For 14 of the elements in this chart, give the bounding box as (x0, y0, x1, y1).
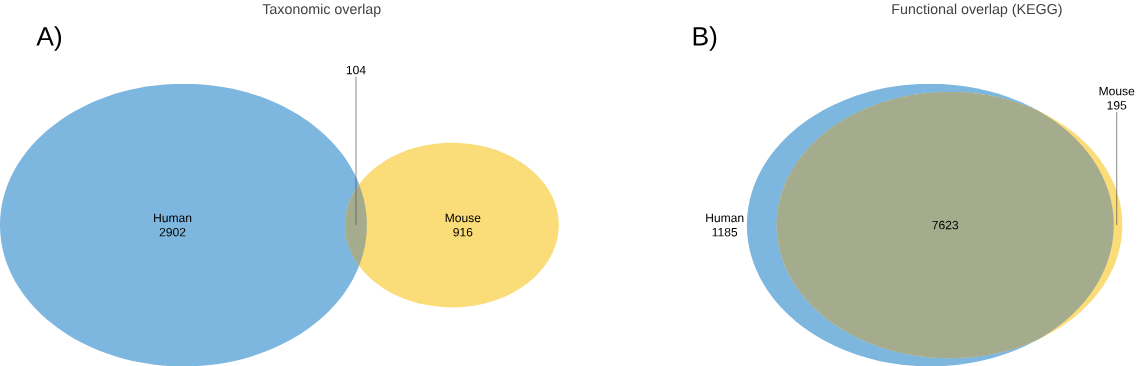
category-label: Mouse (1099, 86, 1135, 96)
data-label: 2902 (159, 227, 186, 237)
category-label: Mouse (445, 213, 481, 222)
data-label: 916 (453, 227, 473, 237)
text: Taxonomic overlap (262, 3, 381, 17)
category-label: Human (154, 213, 192, 222)
text: 104 (346, 65, 366, 75)
data-label: 1185 (712, 227, 738, 237)
category-label: Human (706, 213, 744, 222)
text: Functional overlap (KEGG) (892, 3, 1062, 17)
text: B) (693, 26, 717, 51)
text: 7623 (932, 220, 959, 230)
data-label: 195 (1107, 100, 1127, 110)
text: A) (36, 26, 62, 51)
